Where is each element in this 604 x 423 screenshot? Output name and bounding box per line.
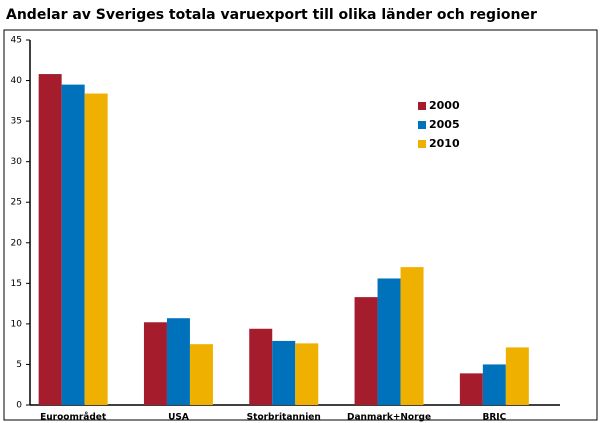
x-tick-label: Euroområdet [40, 412, 107, 423]
bar [38, 74, 62, 406]
x-tick-label: USA [168, 413, 189, 423]
y-tick-label: 30 [11, 157, 23, 167]
legend-label: 2000 [429, 99, 460, 112]
bar [482, 364, 506, 405]
x-tick-label: Storbritannien [247, 413, 321, 423]
bar [505, 347, 529, 405]
y-tick-label: 0 [16, 401, 22, 411]
bar [166, 318, 190, 405]
chart-frame [3, 29, 598, 421]
y-tick-label: 15 [11, 279, 22, 289]
legend-swatch [418, 140, 426, 148]
bar [143, 322, 167, 405]
legend-swatch [418, 121, 426, 129]
y-tick-label: 35 [11, 117, 22, 127]
y-tick-label: 25 [11, 198, 22, 208]
bar [272, 340, 296, 405]
bar [400, 267, 424, 405]
x-tick-label: BRIC [482, 413, 506, 423]
y-tick-label: 40 [11, 76, 23, 86]
legend-label: 2005 [429, 118, 460, 131]
y-tick-label: 5 [16, 360, 22, 370]
legend-swatch [418, 102, 426, 110]
chart-title: Andelar av Sveriges totala varuexport ti… [6, 7, 537, 23]
x-tick-label: Danmark+Norge [347, 413, 431, 423]
y-tick-label: 20 [11, 238, 23, 248]
y-tick-label: 45 [11, 36, 22, 46]
bar [61, 84, 85, 405]
bar [377, 278, 401, 405]
bar [295, 343, 319, 405]
bar [189, 344, 213, 405]
bar [84, 93, 108, 406]
legend-label: 2010 [429, 137, 460, 150]
bar [459, 373, 483, 405]
y-tick-label: 10 [11, 319, 23, 329]
bar [249, 328, 273, 405]
bar [354, 297, 378, 405]
